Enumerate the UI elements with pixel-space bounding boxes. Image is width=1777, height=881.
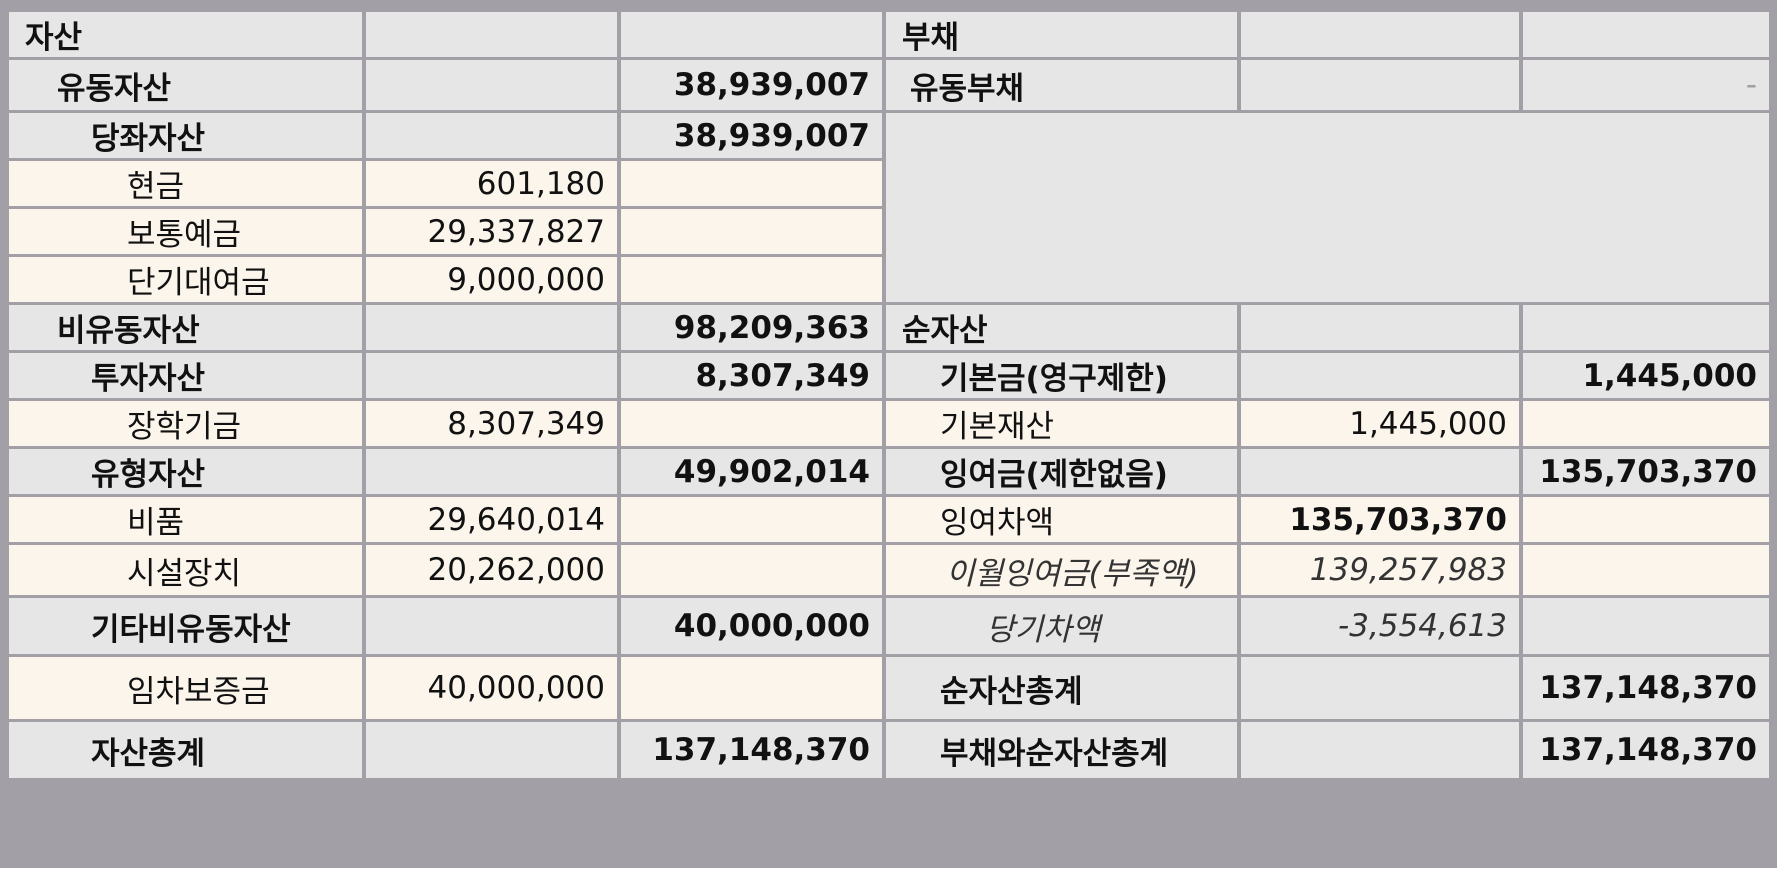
table-row: 자산총계 137,148,370 부채와순자산총계 137,148,370 (9, 722, 1769, 778)
surplus-balance-value: 135,703,370 (1241, 497, 1519, 542)
table-row: 투자자산 8,307,349 기본금(영구제한) 1,445,000 (9, 353, 1769, 398)
investment-assets-label: 투자자산 (9, 353, 362, 398)
table-row: 자산 부채 (9, 12, 1769, 57)
table-row: 기타비유동자산 40,000,000 당기차액 -3,554,613 (9, 598, 1769, 654)
current-assets-label: 유동자산 (9, 60, 362, 110)
current-assets-total: 38,939,007 (621, 60, 882, 110)
liabilities-header: 부채 (886, 12, 1237, 57)
grand-total-label: 부채와순자산총계 (886, 722, 1237, 778)
cash-label: 현금 (9, 161, 362, 206)
table-row: 유형자산 49,902,014 잉여금(제한없음) 135,703,370 (9, 449, 1769, 494)
current-liabilities-label: 유동부채 (886, 60, 1237, 110)
deposit-value: 29,337,827 (366, 209, 617, 254)
table-row: 임차보증금 40,000,000 순자산총계 137,148,370 (9, 657, 1769, 719)
equipment-label: 비품 (9, 497, 362, 542)
basic-property-value: 1,445,000 (1241, 401, 1519, 446)
balance-sheet-table: 자산 부채 유동자산 38,939,007 유동부채 - 당좌자산 38,939… (5, 9, 1773, 781)
grand-total-value: 137,148,370 (1523, 722, 1769, 778)
carried-surplus-label: 이월잉여금(부족액) (886, 545, 1237, 595)
table-row: 보통예금 29,337,827 (9, 209, 1769, 254)
endowment-total: 1,445,000 (1523, 353, 1769, 398)
lease-deposit-value: 40,000,000 (366, 657, 617, 719)
noncurrent-assets-total: 98,209,363 (621, 305, 882, 350)
empty-liabilities-area (886, 113, 1769, 302)
table-row: 시설장치 20,262,000 이월잉여금(부족액) 139,257,983 (9, 545, 1769, 595)
carried-surplus-value: 139,257,983 (1241, 545, 1519, 595)
table-row: 장학기금 8,307,349 기본재산 1,445,000 (9, 401, 1769, 446)
net-assets-header: 순자산 (886, 305, 1237, 350)
cash-value: 601,180 (366, 161, 617, 206)
other-noncurrent-label: 기타비유동자산 (9, 598, 362, 654)
surplus-balance-label: 잉여차액 (886, 497, 1237, 542)
assets-total-label: 자산총계 (9, 722, 362, 778)
net-assets-total-value: 137,148,370 (1523, 657, 1769, 719)
table-row: 유동자산 38,939,007 유동부채 - (9, 60, 1769, 110)
quick-assets-label: 당좌자산 (9, 113, 362, 158)
assets-header: 자산 (9, 12, 362, 57)
surplus-label: 잉여금(제한없음) (886, 449, 1237, 494)
tangible-assets-label: 유형자산 (9, 449, 362, 494)
equipment-value: 29,640,014 (366, 497, 617, 542)
facility-value: 20,262,000 (366, 545, 617, 595)
table-row: 비유동자산 98,209,363 순자산 (9, 305, 1769, 350)
table-row: 현금 601,180 (9, 161, 1769, 206)
table-row: 비품 29,640,014 잉여차액 135,703,370 (9, 497, 1769, 542)
net-assets-total-label: 순자산총계 (886, 657, 1237, 719)
quick-assets-total: 38,939,007 (621, 113, 882, 158)
shortloan-value: 9,000,000 (366, 257, 617, 302)
facility-label: 시설장치 (9, 545, 362, 595)
current-liabilities-value: - (1523, 60, 1769, 110)
scholarship-label: 장학기금 (9, 401, 362, 446)
current-period-label: 당기차액 (886, 598, 1237, 654)
surplus-total: 135,703,370 (1523, 449, 1769, 494)
endowment-label: 기본금(영구제한) (886, 353, 1237, 398)
other-noncurrent-total: 40,000,000 (621, 598, 882, 654)
table-row: 단기대여금 9,000,000 (9, 257, 1769, 302)
deposit-label: 보통예금 (9, 209, 362, 254)
noncurrent-assets-label: 비유동자산 (9, 305, 362, 350)
basic-property-label: 기본재산 (886, 401, 1237, 446)
investment-assets-total: 8,307,349 (621, 353, 882, 398)
lease-deposit-label: 임차보증금 (9, 657, 362, 719)
assets-total-value: 137,148,370 (621, 722, 882, 778)
table-row: 당좌자산 38,939,007 (9, 113, 1769, 302)
scholarship-value: 8,307,349 (366, 401, 617, 446)
shortloan-label: 단기대여금 (9, 257, 362, 302)
current-period-value: -3,554,613 (1241, 598, 1519, 654)
tangible-assets-total: 49,902,014 (621, 449, 882, 494)
